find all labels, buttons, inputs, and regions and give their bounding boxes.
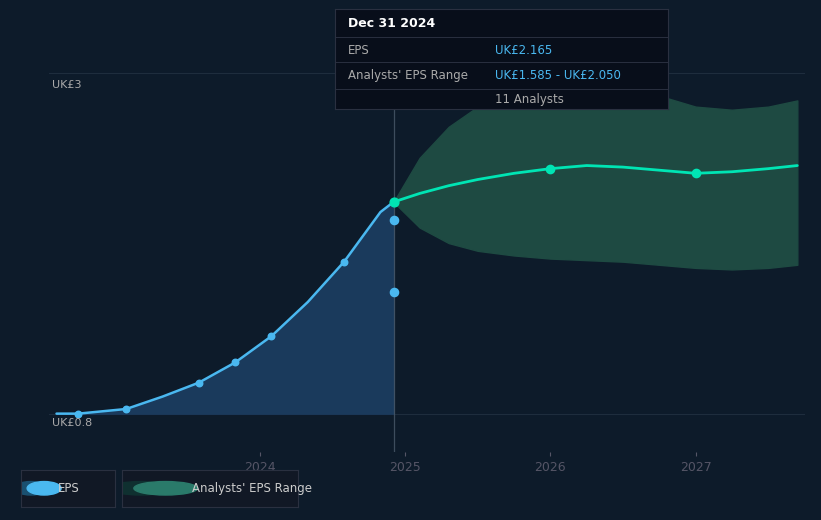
Point	[337, 257, 351, 266]
Text: EPS: EPS	[58, 482, 80, 495]
Point	[192, 379, 205, 387]
Text: Analysts Forecasts: Analysts Forecasts	[399, 91, 503, 101]
Circle shape	[134, 482, 197, 495]
Point	[120, 405, 133, 413]
Text: UK£2.165: UK£2.165	[495, 44, 553, 57]
Text: EPS: EPS	[348, 44, 370, 57]
Point	[387, 288, 400, 296]
Circle shape	[27, 482, 61, 495]
Text: Analysts' EPS Range: Analysts' EPS Range	[192, 482, 312, 495]
Point	[387, 216, 400, 224]
Text: Dec 31 2024: Dec 31 2024	[348, 17, 436, 30]
Point	[387, 198, 400, 206]
Point	[265, 332, 278, 340]
Text: Analysts' EPS Range: Analysts' EPS Range	[348, 69, 468, 82]
Text: Actual: Actual	[353, 91, 388, 101]
Point	[71, 409, 85, 418]
Text: 11 Analysts: 11 Analysts	[495, 93, 564, 106]
Text: UK£0.8: UK£0.8	[53, 418, 93, 428]
Point	[228, 358, 241, 367]
Point	[689, 169, 702, 177]
Point	[544, 164, 557, 173]
Text: UK£1.585 - UK£2.050: UK£1.585 - UK£2.050	[495, 69, 621, 82]
Text: UK£3: UK£3	[53, 80, 81, 90]
Circle shape	[14, 482, 48, 495]
Circle shape	[109, 482, 172, 495]
